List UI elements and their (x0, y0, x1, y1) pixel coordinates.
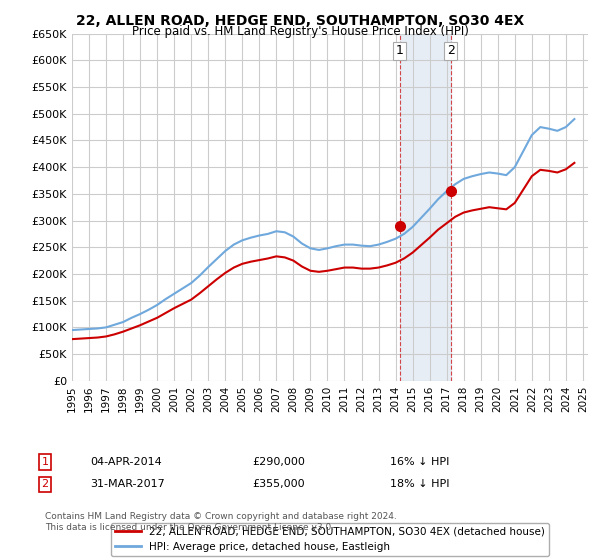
Text: 16% ↓ HPI: 16% ↓ HPI (390, 457, 449, 467)
Text: Contains HM Land Registry data © Crown copyright and database right 2024.
This d: Contains HM Land Registry data © Crown c… (45, 512, 397, 532)
Text: 2: 2 (447, 44, 455, 57)
Text: 1: 1 (396, 44, 404, 57)
Text: £290,000: £290,000 (252, 457, 305, 467)
Text: 31-MAR-2017: 31-MAR-2017 (90, 479, 165, 489)
Text: 2: 2 (41, 479, 49, 489)
Text: 22, ALLEN ROAD, HEDGE END, SOUTHAMPTON, SO30 4EX: 22, ALLEN ROAD, HEDGE END, SOUTHAMPTON, … (76, 14, 524, 28)
Text: 1: 1 (41, 457, 49, 467)
Text: Price paid vs. HM Land Registry's House Price Index (HPI): Price paid vs. HM Land Registry's House … (131, 25, 469, 38)
Text: 18% ↓ HPI: 18% ↓ HPI (390, 479, 449, 489)
Bar (400, 34, 451, 381)
Text: £355,000: £355,000 (252, 479, 305, 489)
Text: 04-APR-2014: 04-APR-2014 (90, 457, 162, 467)
Legend: 22, ALLEN ROAD, HEDGE END, SOUTHAMPTON, SO30 4EX (detached house), HPI: Average : 22, ALLEN ROAD, HEDGE END, SOUTHAMPTON, … (111, 522, 549, 556)
